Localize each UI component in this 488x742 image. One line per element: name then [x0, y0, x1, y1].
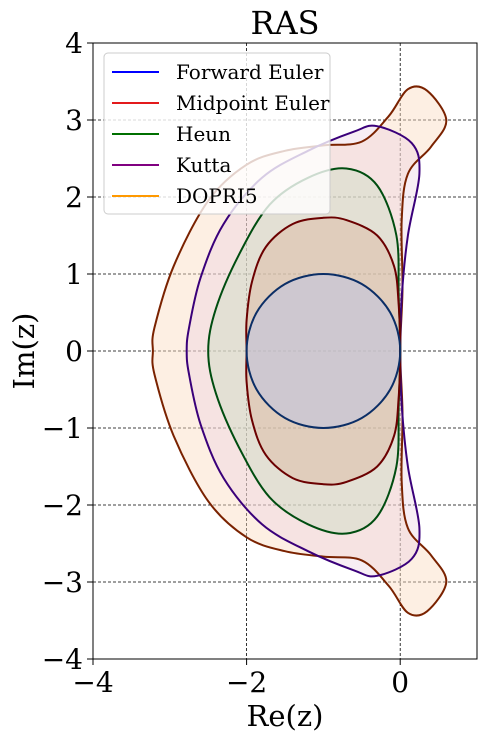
axis-ticks: −4 −2 0 −4 −3 −2 −1 0 1 2 3 4	[42, 27, 409, 699]
legend-label: Forward Euler	[176, 60, 324, 84]
y-tick-label: 4	[65, 27, 83, 60]
region-boundary-forward-euler	[245, 272, 402, 430]
y-tick-label: 3	[65, 104, 83, 137]
region-fill-forward-euler	[246, 274, 401, 428]
region-boundary-dopri5	[151, 85, 448, 617]
y-tick-label: −4	[42, 643, 83, 676]
region-fill-heun	[208, 168, 401, 534]
y-tick-label: 2	[65, 181, 83, 214]
x-tick-label: −2	[226, 666, 267, 699]
region-boundary-kutta	[185, 124, 421, 578]
region-fill-kutta	[186, 125, 420, 577]
region-boundaries	[151, 85, 448, 617]
x-axis-label: Re(z)	[247, 699, 324, 733]
legend-label: Midpoint Euler	[176, 91, 330, 115]
y-tick-label: −1	[42, 412, 83, 445]
y-tick-label: 1	[65, 258, 83, 291]
y-tick-label: −3	[42, 566, 83, 599]
chart-title: RAS	[250, 4, 319, 42]
legend-label: DOPRI5	[176, 184, 258, 208]
y-axis-label: Im(z)	[7, 313, 41, 390]
x-tick-label: −4	[72, 666, 113, 699]
x-tick-label: 0	[391, 666, 409, 699]
y-tick-label: −2	[42, 489, 83, 522]
legend-label: Heun	[176, 122, 231, 146]
legend-box	[103, 52, 331, 215]
y-tick-label: 0	[65, 335, 83, 368]
legend-label: Kutta	[176, 153, 231, 177]
region-boundary-heun	[207, 167, 402, 535]
legend: Forward Euler Midpoint Euler Heun Kutta DOPR…	[103, 52, 331, 215]
